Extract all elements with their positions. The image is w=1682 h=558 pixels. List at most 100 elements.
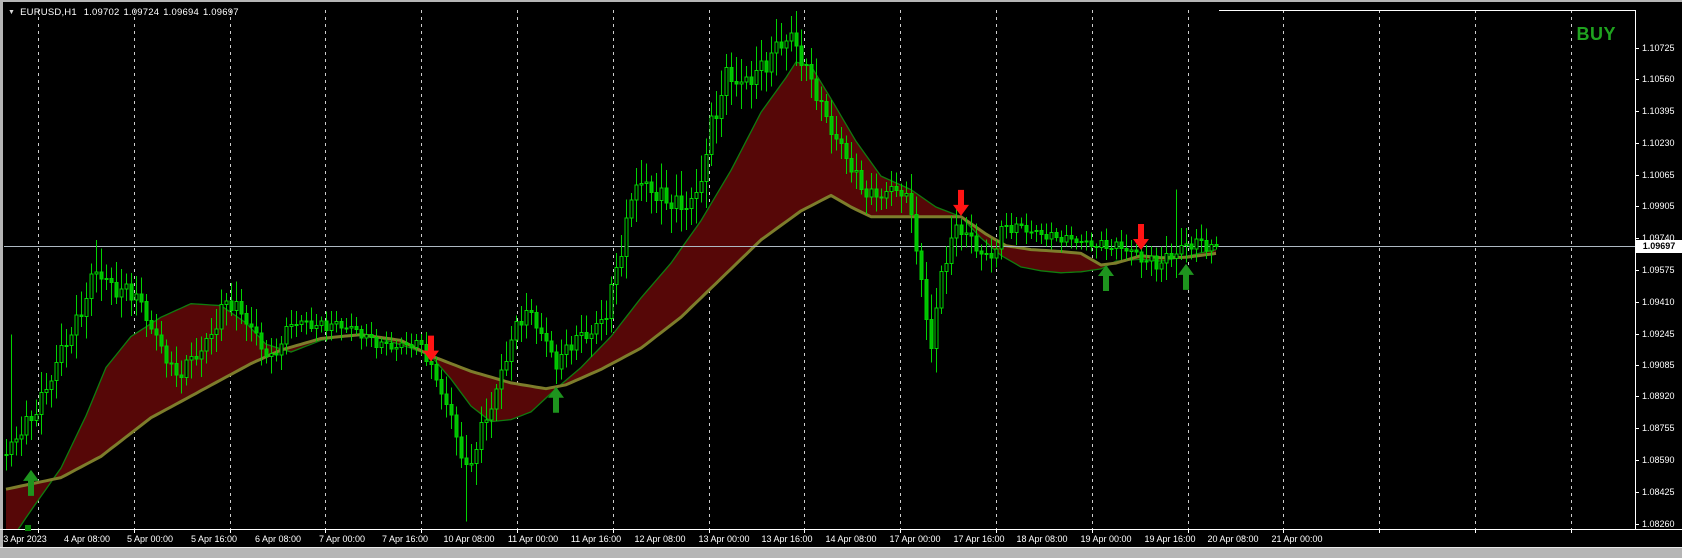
symbol-period-label: EURUSD,H1 xyxy=(20,7,77,18)
buy-arrow-icon xyxy=(1178,263,1194,290)
price-axis-label: 1.09245 xyxy=(1642,328,1675,339)
candle xyxy=(414,339,419,349)
price-axis-tick xyxy=(1635,79,1639,81)
candle xyxy=(1124,248,1129,252)
candle xyxy=(449,404,454,416)
quote-bar: ▼ EURUSD,H1 1.09702 1.09724 1.09694 1.09697 xyxy=(8,7,243,18)
candle xyxy=(579,331,584,336)
candle xyxy=(609,283,614,319)
candle xyxy=(399,342,404,349)
time-axis-label: 19 Apr 16:00 xyxy=(1144,534,1196,544)
candle xyxy=(534,311,539,329)
candle xyxy=(644,181,649,185)
candle xyxy=(139,293,144,303)
window-border-left xyxy=(0,0,3,558)
price-axis-tick xyxy=(1635,460,1639,462)
time-axis-tick xyxy=(1475,530,1476,533)
candle xyxy=(109,278,114,284)
candle xyxy=(74,314,79,336)
candle xyxy=(824,100,829,118)
candle xyxy=(279,343,284,356)
candle xyxy=(24,416,29,436)
time-axis-label: 19 Apr 00:00 xyxy=(1080,534,1132,544)
candle xyxy=(264,348,269,357)
candle xyxy=(879,196,884,199)
candle xyxy=(1009,224,1014,233)
candle xyxy=(324,320,329,331)
candle xyxy=(1069,234,1074,240)
time-axis-tick xyxy=(1571,530,1572,533)
candle xyxy=(794,32,799,47)
candle xyxy=(19,434,24,440)
window-border-bottom xyxy=(0,547,1682,558)
candle xyxy=(99,271,104,280)
candle xyxy=(249,323,254,328)
candle xyxy=(204,337,209,352)
candle xyxy=(664,187,669,204)
candle xyxy=(404,342,409,346)
time-axis-tick xyxy=(709,530,710,533)
candle xyxy=(49,380,54,390)
candle xyxy=(1144,260,1149,263)
candle xyxy=(629,199,634,219)
candle xyxy=(219,303,224,330)
candle xyxy=(809,64,814,80)
candle xyxy=(119,288,124,298)
candle xyxy=(69,334,74,347)
candle xyxy=(519,320,524,326)
candle xyxy=(14,438,19,443)
candle xyxy=(659,187,664,201)
current-price-tag: 1.09697 xyxy=(1636,239,1682,253)
candle xyxy=(389,343,394,350)
candle xyxy=(684,208,689,211)
price-axis-label: 1.08425 xyxy=(1642,487,1675,498)
expander-icon[interactable]: ▼ xyxy=(8,9,16,16)
time-axis-tick xyxy=(613,530,614,533)
price-axis-label: 1.09085 xyxy=(1642,359,1675,370)
time-axis-tick xyxy=(421,530,422,533)
candle xyxy=(29,416,34,422)
candle xyxy=(869,188,874,198)
candle xyxy=(134,293,139,301)
candle xyxy=(679,195,684,211)
candle xyxy=(719,95,724,119)
candle xyxy=(944,263,949,273)
candle xyxy=(509,339,514,362)
candle xyxy=(234,301,239,312)
candle xyxy=(1024,224,1029,233)
time-axis-label: 5 Apr 16:00 xyxy=(190,534,238,544)
candle xyxy=(434,364,439,381)
candle xyxy=(174,363,179,376)
candle xyxy=(959,224,964,236)
candle xyxy=(209,334,214,339)
price-axis-label: 1.08260 xyxy=(1642,519,1675,529)
candle xyxy=(874,188,879,198)
candle xyxy=(124,283,129,290)
candle xyxy=(149,320,154,330)
price-axis[interactable]: 1.10725 1.10560 1.10395 1.10230 1.10065 1.099… xyxy=(1635,0,1682,529)
candle xyxy=(314,324,319,329)
price-axis-tick xyxy=(1635,111,1639,113)
candle xyxy=(454,414,459,438)
price-axis-tick xyxy=(1635,333,1639,335)
candle xyxy=(479,422,484,451)
candle xyxy=(1039,230,1044,236)
candle xyxy=(359,329,364,339)
candle xyxy=(614,267,619,285)
candle xyxy=(804,64,809,67)
candle xyxy=(214,328,219,336)
buy-signal-label: BUY xyxy=(1576,24,1616,44)
candle xyxy=(369,334,374,338)
candle xyxy=(319,320,324,326)
candle xyxy=(1209,243,1214,252)
candle xyxy=(79,314,84,317)
candle xyxy=(699,180,704,194)
candle xyxy=(569,344,574,351)
candle xyxy=(1004,224,1009,228)
time-axis[interactable]: 3 Apr 2023 4 Apr 08:00 5 Apr 00:00 5 Apr 16… xyxy=(0,525,1682,548)
candle xyxy=(974,235,979,252)
candle xyxy=(829,116,834,136)
candle xyxy=(179,374,184,378)
time-axis-tick xyxy=(230,530,231,533)
